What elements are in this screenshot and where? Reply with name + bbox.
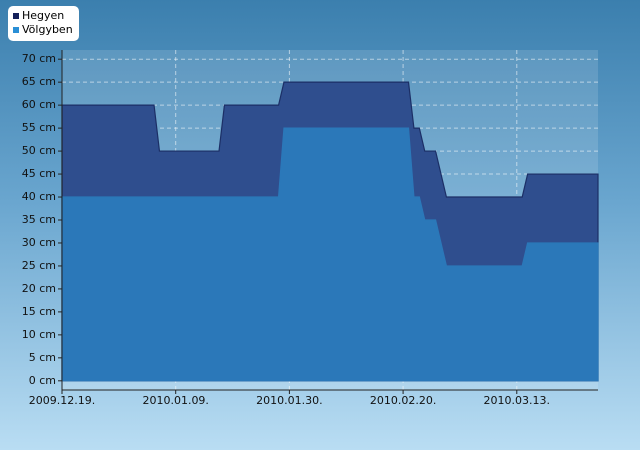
legend-item: Völgyben — [13, 23, 73, 37]
x-tick-label: 2010.01.09. — [142, 394, 208, 407]
x-tick-label: 2010.03.13. — [484, 394, 550, 407]
y-tick-label: 5 cm — [29, 351, 56, 364]
legend-label: Hegyen — [22, 9, 65, 22]
y-tick-label: 40 cm — [22, 190, 56, 203]
y-tick-label: 50 cm — [22, 144, 56, 157]
y-tick-label: 0 cm — [29, 374, 56, 387]
y-tick-label: 30 cm — [22, 236, 56, 249]
y-tick-label: 45 cm — [22, 167, 56, 180]
x-tick-label: 2009.12.19. — [29, 394, 95, 407]
y-tick-label: 65 cm — [22, 75, 56, 88]
y-tick-label: 20 cm — [22, 282, 56, 295]
legend-label: Völgyben — [22, 23, 73, 36]
x-tick-label: 2010.01.30. — [256, 394, 322, 407]
area — [61, 127, 599, 382]
x-tick-label: 2010.02.20. — [370, 394, 436, 407]
y-tick-label: 60 cm — [22, 98, 56, 111]
y-tick-label: 35 cm — [22, 213, 56, 226]
legend-swatch — [13, 13, 19, 19]
axes: 0 cm 5 cm 10 cm 15 cm 20 cm 25 cm 30 cm 35 cm 40… — [22, 50, 598, 407]
y-tick-label: 15 cm — [22, 305, 56, 318]
legend-swatch — [13, 27, 19, 33]
y-tick-label: 70 cm — [22, 52, 56, 65]
y-tick-label: 25 cm — [22, 259, 56, 272]
legend: Hegyen Völgyben — [8, 6, 79, 41]
legend-item: Hegyen — [13, 9, 73, 23]
y-tick-label: 10 cm — [22, 328, 56, 341]
y-tick-label: 55 cm — [22, 121, 56, 134]
areas — [61, 81, 599, 382]
